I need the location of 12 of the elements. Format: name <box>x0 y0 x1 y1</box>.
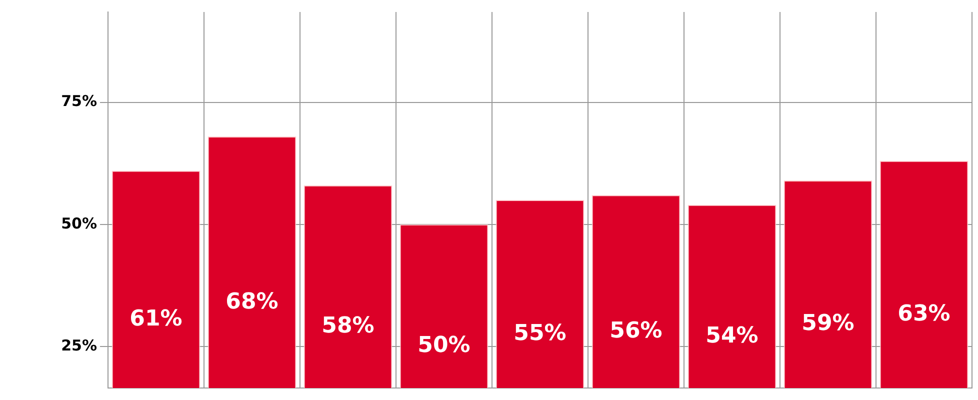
data-label: 63% <box>898 301 950 326</box>
data-label: 59% <box>802 311 854 336</box>
data-label: 50% <box>418 333 470 358</box>
data-label: 56% <box>610 318 662 344</box>
y-tick-label: 50% <box>61 214 97 232</box>
data-label: 68% <box>226 289 278 314</box>
y-tick-label: 75% <box>61 92 97 110</box>
data-label: 58% <box>322 314 374 339</box>
data-label: 55% <box>514 321 566 346</box>
data-label: 61% <box>130 306 182 332</box>
y-tick-label: 25% <box>61 336 97 354</box>
data-label: 54% <box>706 323 758 348</box>
